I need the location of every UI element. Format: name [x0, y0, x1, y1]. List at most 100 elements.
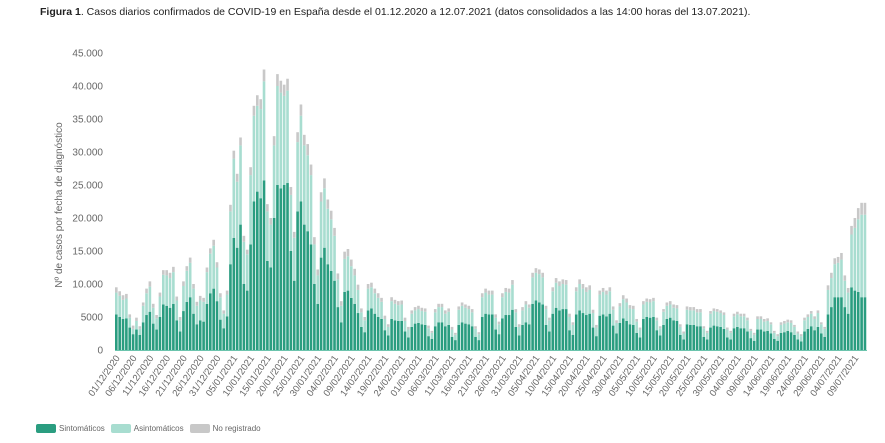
- bar-segment-no-registrado: [605, 290, 608, 295]
- bar-segment-sintomaticos: [809, 326, 813, 350]
- bar-segment-sintomaticos: [571, 334, 575, 350]
- bar-segment-asintomaticos: [403, 320, 407, 332]
- bar-segment-no-registrado: [746, 317, 749, 321]
- bar-segment-asintomaticos: [534, 272, 538, 301]
- bar-segment-asintomaticos: [823, 328, 826, 337]
- bar-segment-no-registrado: [695, 309, 699, 313]
- y-tick-label: 10.000: [72, 280, 103, 291]
- bar-segment-sintomaticos: [350, 297, 353, 350]
- bar-segment-sintomaticos: [272, 218, 276, 350]
- bar-segment-no-registrado: [350, 259, 353, 267]
- bar-segment-no-registrado: [343, 251, 346, 259]
- bar-segment-asintomaticos: [172, 272, 175, 304]
- bar-segment-asintomaticos: [138, 328, 142, 335]
- bar-segment-no-registrado: [212, 239, 215, 246]
- bar-segment-asintomaticos: [531, 277, 534, 304]
- bar-segment-asintomaticos: [135, 320, 138, 330]
- bar-segment-no-registrado: [501, 293, 504, 298]
- bar-segment-sintomaticos: [182, 311, 185, 350]
- bar-segment-no-registrado: [366, 284, 370, 289]
- bar-segment-sintomaticos: [746, 331, 749, 350]
- bar-segment-sintomaticos: [346, 290, 350, 350]
- bar-segment-sintomaticos: [793, 334, 796, 350]
- bar-segment-asintomaticos: [682, 333, 685, 340]
- bar-segment-no-registrado: [732, 313, 736, 317]
- bar-segment-asintomaticos: [420, 311, 424, 325]
- legend-swatch: [36, 424, 56, 433]
- bar-segment-no-registrado: [400, 300, 403, 305]
- bar-segment-sintomaticos: [652, 317, 655, 350]
- bar-segment-sintomaticos: [591, 327, 595, 350]
- bar-segment-sintomaticos: [477, 340, 481, 350]
- bar-segment-asintomaticos: [538, 274, 541, 303]
- bar-segment-sintomaticos: [581, 313, 585, 350]
- bar-segment-no-registrado: [118, 291, 121, 296]
- bar-segment-asintomaticos: [558, 285, 561, 311]
- bar-segment-no-registrado: [544, 305, 548, 310]
- bar-segment-asintomaticos: [366, 288, 370, 311]
- bar-segment-asintomaticos: [447, 311, 450, 325]
- bar-segment-no-registrado: [521, 307, 524, 311]
- bar-segment-no-registrado: [816, 310, 820, 314]
- bar-segment-no-registrado: [625, 298, 628, 303]
- bar-segment-asintomaticos: [165, 275, 168, 306]
- bar-segment-sintomaticos: [682, 339, 685, 350]
- bar-segment-sintomaticos: [796, 339, 800, 350]
- bar-segment-no-registrado: [245, 249, 249, 255]
- bar-segment-sintomaticos: [863, 297, 867, 350]
- bar-segment-sintomaticos: [762, 331, 766, 350]
- bar-segment-asintomaticos: [699, 312, 702, 327]
- bar-segment-asintomaticos: [786, 322, 790, 331]
- bar-segment-no-registrado: [450, 326, 454, 330]
- bar-segment-asintomaticos: [376, 297, 380, 317]
- bar-segment-asintomaticos: [286, 90, 289, 184]
- bar-segment-sintomaticos: [447, 324, 450, 350]
- bar-segment-asintomaticos: [578, 284, 581, 311]
- bar-segment-sintomaticos: [390, 318, 393, 350]
- bar-segment-no-registrado: [635, 318, 638, 322]
- bar-segment-sintomaticos: [702, 336, 706, 350]
- bar-segment-no-registrado: [497, 321, 501, 325]
- bar-segment-sintomaticos: [679, 334, 682, 350]
- bar-segment-asintomaticos: [742, 316, 746, 329]
- bar-segment-no-registrado: [135, 317, 138, 321]
- bar-segment-no-registrado: [172, 266, 175, 273]
- bar-segment-no-registrado: [595, 324, 598, 328]
- bar-segment-no-registrado: [209, 248, 212, 254]
- bar-segment-asintomaticos: [430, 332, 434, 339]
- bar-segment-sintomaticos: [541, 304, 544, 350]
- bar-segment-no-registrado: [299, 104, 303, 116]
- bar-segment-sintomaticos: [574, 314, 578, 350]
- bar-segment-sintomaticos: [766, 330, 769, 350]
- bar-segment-asintomaticos: [615, 322, 618, 334]
- bar-segment-asintomaticos: [282, 95, 286, 185]
- bar-segment-sintomaticos: [279, 188, 283, 350]
- bar-segment-asintomaticos: [598, 294, 602, 316]
- bar-segment-sintomaticos: [319, 257, 323, 350]
- bar-segment-asintomaticos: [625, 302, 628, 321]
- bar-segment-no-registrado: [551, 287, 555, 292]
- bar-segment-asintomaticos: [336, 279, 340, 308]
- bar-segment-no-registrado: [329, 210, 333, 220]
- bar-segment-no-registrado: [433, 309, 437, 313]
- bar-segment-asintomaticos: [457, 309, 461, 325]
- figure-caption-label: Figura 1: [40, 6, 81, 18]
- bar-segment-sintomaticos: [460, 322, 464, 350]
- y-tick-label: 35.000: [72, 115, 103, 126]
- bar-segment-asintomaticos: [820, 324, 823, 334]
- bar-segment-sintomaticos: [739, 328, 743, 350]
- bar-segment-asintomaticos: [856, 219, 860, 292]
- bar-segment-no-registrado: [319, 192, 323, 202]
- bar-segment-no-registrado: [128, 314, 132, 318]
- bar-segment-sintomaticos: [397, 320, 400, 350]
- bar-segment-asintomaticos: [860, 214, 863, 298]
- bar-segment-asintomaticos: [266, 211, 269, 261]
- bar-segment-asintomaticos: [178, 320, 182, 332]
- bar-segment-sintomaticos: [296, 211, 299, 350]
- stacked-bar-chart: 0 5000 10.000 15.000 20.000 25.000 30.000 35.00…: [54, 49, 867, 399]
- bar-segment-sintomaticos: [789, 332, 793, 350]
- bar-segment-sintomaticos: [219, 319, 222, 350]
- bar-segment-sintomaticos: [689, 324, 692, 350]
- bar-segment-no-registrado: [702, 326, 706, 329]
- bar-segment-sintomaticos: [356, 313, 360, 350]
